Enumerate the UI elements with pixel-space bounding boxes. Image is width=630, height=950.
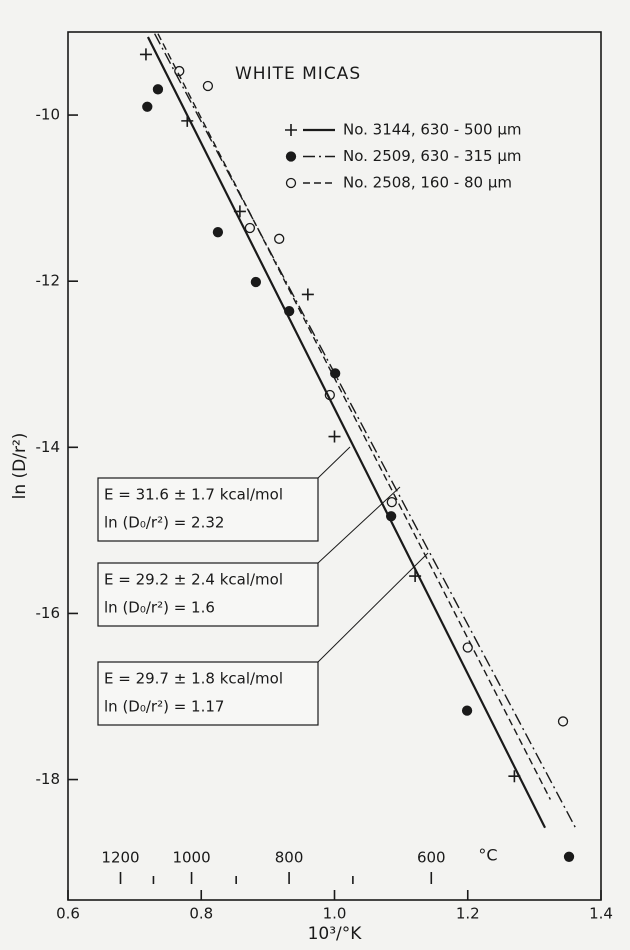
annotation-text: ln (D₀/r²) = 1.17 [104, 698, 224, 716]
marker-plus [285, 124, 297, 136]
x-tick-label: 1.0 [323, 905, 347, 923]
marker-plus [508, 770, 521, 783]
marker-filled [461, 705, 473, 716]
temp-tick-label: 1000 [172, 849, 210, 867]
legend-label: No. 2508, 160 - 80 µm [343, 174, 512, 192]
legend-label: No. 2509, 630 - 315 µm [343, 147, 522, 165]
marker-plus [409, 570, 422, 583]
x-tick-label: 1.2 [456, 905, 480, 923]
annotation-leader [317, 446, 351, 479]
annotation-text: ln (D₀/r²) = 2.32 [104, 514, 224, 532]
x-axis-label: 10³/°K [308, 924, 363, 944]
marker-plus [328, 430, 341, 443]
annotation-text: ln (D₀/r²) = 1.6 [104, 599, 215, 617]
temp-tick-label: 800 [275, 849, 304, 867]
y-tick-label: -16 [36, 604, 61, 622]
marker-filled [152, 84, 164, 95]
y-tick-label: -14 [36, 438, 61, 456]
marker-plus [301, 288, 314, 301]
marker-open [324, 389, 335, 401]
marker-filled [284, 305, 295, 317]
y-tick-label: -12 [36, 272, 61, 290]
annotation-text: E = 31.6 ± 1.7 kcal/mol [104, 486, 283, 504]
marker-filled [212, 227, 224, 238]
temp-axis-label: °C [478, 846, 497, 865]
annotation-box [97, 477, 319, 542]
marker-open [202, 80, 214, 92]
marker-filled [330, 368, 341, 379]
y-tick-label: -18 [36, 770, 61, 788]
fit-line [153, 33, 577, 830]
marker-filled [563, 851, 575, 862]
annotation-leader [317, 486, 401, 564]
marker-filled [385, 511, 397, 522]
marker-open [462, 642, 473, 653]
marker-open [274, 233, 285, 244]
chart-title: WHITE MICAS [235, 64, 361, 84]
x-tick-label: 0.6 [56, 905, 80, 923]
legend-label: No. 3144, 630 - 500 µm [343, 121, 522, 139]
temp-tick-label: 600 [417, 849, 446, 867]
annotation-text: E = 29.7 ± 1.8 kcal/mol [104, 670, 283, 688]
annotation-box [97, 661, 319, 726]
fit-line [157, 33, 551, 800]
x-tick-label: 0.8 [189, 905, 213, 923]
annotation-leader [317, 552, 429, 663]
marker-plus [139, 48, 152, 61]
marker-open [386, 496, 397, 508]
marker-filled [142, 101, 153, 112]
marker-open [285, 177, 297, 189]
fit-line [146, 36, 547, 829]
marker-open [557, 716, 569, 727]
marker-open [244, 222, 256, 234]
marker-filled [250, 276, 262, 288]
marker-plus [233, 205, 246, 218]
marker-plus [181, 114, 194, 127]
x-tick-label: 1.4 [589, 905, 613, 923]
marker-open [174, 65, 185, 77]
annotation-text: E = 29.2 ± 2.4 kcal/mol [104, 571, 283, 589]
y-tick-label: -10 [36, 106, 61, 124]
temp-tick-label: 1200 [101, 849, 139, 867]
y-axis-label: ln (D/r²) [10, 433, 30, 500]
marker-filled [285, 151, 297, 162]
annotation-box [97, 562, 319, 627]
